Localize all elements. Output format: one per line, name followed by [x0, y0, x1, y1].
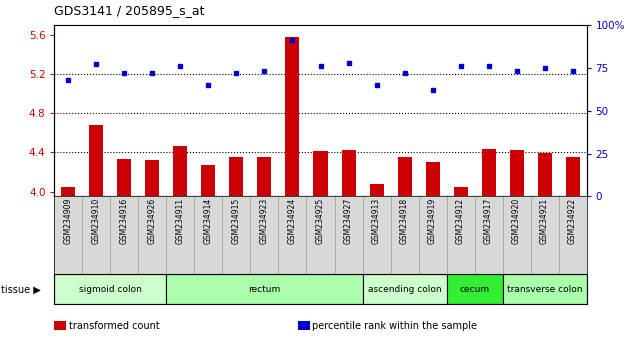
Bar — [54, 274, 167, 304]
Bar — [62, 187, 76, 196]
Bar — [503, 274, 587, 304]
Text: GSM234910: GSM234910 — [92, 198, 101, 244]
Text: GSM234915: GSM234915 — [232, 198, 241, 244]
Text: GSM234917: GSM234917 — [484, 198, 493, 244]
Bar — [117, 159, 131, 196]
Bar — [146, 160, 160, 196]
Text: GSM234914: GSM234914 — [204, 198, 213, 244]
Text: GSM234925: GSM234925 — [316, 198, 325, 244]
Bar — [258, 157, 272, 196]
Text: tissue ▶: tissue ▶ — [1, 284, 41, 295]
Bar — [481, 149, 495, 196]
Text: transverse colon: transverse colon — [507, 285, 582, 294]
Text: percentile rank within the sample: percentile rank within the sample — [312, 321, 477, 331]
Text: GSM234922: GSM234922 — [568, 198, 577, 244]
Text: GSM234911: GSM234911 — [176, 198, 185, 244]
Text: GSM234918: GSM234918 — [400, 198, 409, 244]
Bar — [342, 150, 356, 196]
Text: GSM234920: GSM234920 — [512, 198, 521, 244]
Text: GSM234919: GSM234919 — [428, 198, 437, 244]
Bar — [167, 274, 363, 304]
Text: transformed count: transformed count — [69, 321, 160, 331]
Bar — [447, 274, 503, 304]
Bar — [363, 274, 447, 304]
Text: GSM234926: GSM234926 — [148, 198, 157, 244]
Bar — [426, 162, 440, 196]
Text: GSM234909: GSM234909 — [64, 198, 73, 244]
Bar — [510, 150, 524, 196]
Bar — [201, 165, 215, 196]
Bar — [538, 153, 551, 196]
Text: ascending colon: ascending colon — [368, 285, 441, 294]
Text: GSM234921: GSM234921 — [540, 198, 549, 244]
Text: GSM234916: GSM234916 — [120, 198, 129, 244]
Text: GDS3141 / 205895_s_at: GDS3141 / 205895_s_at — [54, 4, 205, 17]
Text: GSM234924: GSM234924 — [288, 198, 297, 244]
Text: rectum: rectum — [248, 285, 281, 294]
Bar — [369, 184, 383, 196]
Bar — [565, 157, 579, 196]
Text: GSM234923: GSM234923 — [260, 198, 269, 244]
Bar — [454, 187, 467, 196]
Bar — [229, 157, 244, 196]
Text: GSM234912: GSM234912 — [456, 198, 465, 244]
Bar — [397, 157, 412, 196]
Text: sigmoid colon: sigmoid colon — [79, 285, 142, 294]
Bar — [285, 36, 299, 196]
Bar — [90, 125, 103, 196]
Text: cecum: cecum — [460, 285, 490, 294]
Text: GSM234913: GSM234913 — [372, 198, 381, 244]
Bar — [313, 152, 328, 196]
Bar — [174, 147, 188, 196]
Text: GSM234927: GSM234927 — [344, 198, 353, 244]
